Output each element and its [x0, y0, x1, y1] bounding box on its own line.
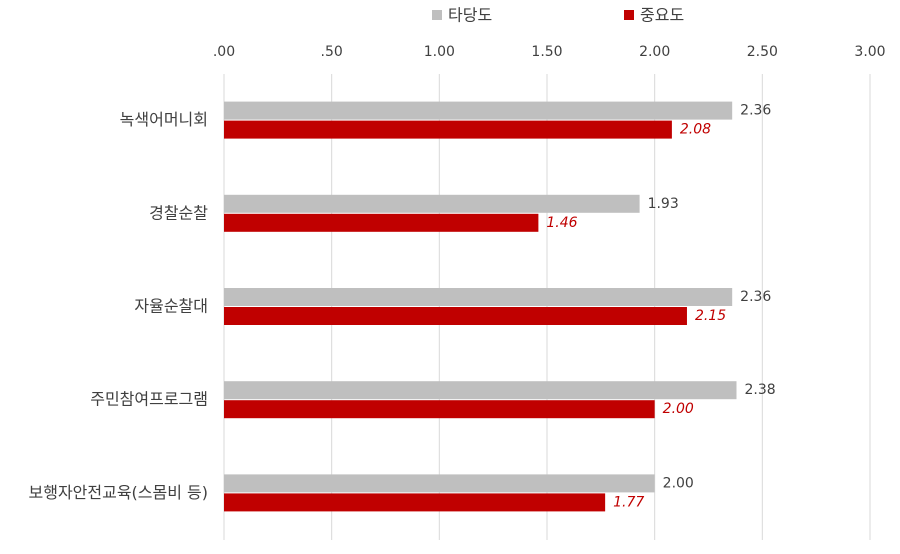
y-tick-label: 보행자안전교육(스몸비 등) [29, 483, 209, 502]
bar [224, 194, 640, 213]
value-label: 1.46 [546, 215, 577, 231]
bar [224, 400, 655, 419]
bar [224, 493, 606, 512]
bar [224, 381, 737, 400]
legend-swatch [624, 10, 634, 20]
bar [224, 474, 655, 493]
x-tick-label: .50 [321, 44, 343, 60]
x-tick-label: 2.50 [747, 44, 778, 60]
value-label: 1.77 [613, 494, 644, 510]
value-label: 2.08 [680, 122, 711, 138]
y-tick-label: 녹색어머니회 [120, 110, 208, 129]
value-label: 2.36 [740, 103, 771, 119]
value-label: 2.00 [663, 401, 694, 417]
x-tick-label: .00 [213, 44, 235, 60]
x-tick-label: 2.00 [639, 44, 670, 60]
value-label: 2.36 [740, 289, 771, 305]
x-tick-label: 3.00 [854, 44, 885, 60]
x-tick-label: 1.00 [424, 44, 455, 60]
x-tick-label: 1.50 [531, 44, 562, 60]
bar [224, 101, 733, 120]
bar [224, 120, 672, 139]
bar [224, 307, 687, 325]
y-tick-label: 경찰순찰 [149, 203, 208, 222]
value-label: 2.38 [744, 382, 775, 398]
bar [224, 213, 539, 232]
y-tick-label: 자율순찰대 [134, 297, 208, 316]
y-tick-label: 주민참여프로그램 [90, 390, 208, 409]
bar [224, 288, 733, 306]
value-label: 2.15 [695, 308, 726, 324]
legend-label: 중요도 [640, 6, 684, 25]
value-label: 2.00 [663, 475, 694, 491]
legend-label: 타당도 [448, 6, 492, 25]
legend-swatch [432, 10, 442, 20]
value-label: 1.93 [648, 196, 679, 212]
